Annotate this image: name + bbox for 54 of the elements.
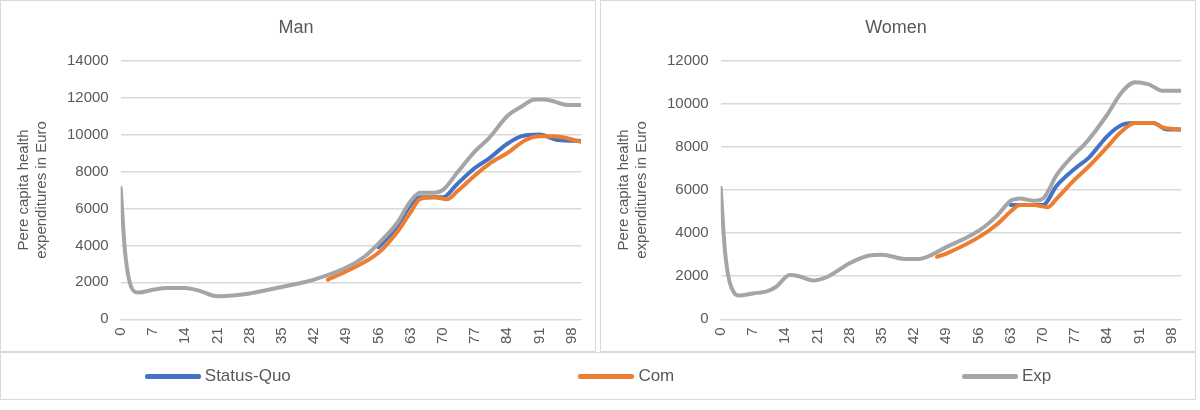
line-series bbox=[720, 80, 1181, 298]
y-tick-label: 12000 bbox=[66, 87, 109, 105]
x-tick-label: 21 bbox=[207, 327, 225, 344]
x-tick-label: 63 bbox=[400, 327, 418, 344]
x-tick-label: 0 bbox=[710, 327, 728, 336]
legend-label: Exp bbox=[1021, 366, 1052, 386]
x-tick-label: 0 bbox=[110, 327, 128, 336]
x-tick-label: 84 bbox=[497, 327, 515, 344]
y-tick-label: 6000 bbox=[75, 198, 109, 216]
x-tick-label: 28 bbox=[239, 327, 257, 344]
y-tick-label: 10000 bbox=[666, 93, 709, 111]
y-tick-label: 8000 bbox=[75, 161, 109, 179]
chart-title: Man bbox=[278, 16, 314, 37]
y-axis-title: Pere capita health expenditures in Euro bbox=[614, 121, 650, 259]
x-tick-label: 70 bbox=[1033, 327, 1051, 344]
x-tick-label: 91 bbox=[529, 327, 547, 344]
x-tick-label: 77 bbox=[465, 327, 483, 344]
x-tick-label: 42 bbox=[304, 327, 322, 344]
x-tick-label: 7 bbox=[143, 327, 161, 336]
x-tick-label: 70 bbox=[433, 327, 451, 344]
y-tick-label: 6000 bbox=[675, 180, 709, 198]
y-tick-label: 14000 bbox=[66, 50, 109, 68]
x-tick-label: 63 bbox=[1000, 327, 1018, 344]
y-tick-label: 4000 bbox=[675, 223, 709, 241]
line-series bbox=[120, 97, 581, 299]
y-tick-label: 2000 bbox=[75, 272, 109, 290]
line-series bbox=[325, 134, 581, 282]
y-tick-label: 12000 bbox=[666, 50, 709, 68]
x-tick-label: 14 bbox=[175, 327, 193, 344]
y-tick-label: 8000 bbox=[675, 136, 709, 154]
x-tick-label: 56 bbox=[968, 327, 986, 344]
x-tick-label: 42 bbox=[904, 327, 922, 344]
y-tick-label: 2000 bbox=[675, 266, 709, 284]
x-tick-label: 21 bbox=[807, 327, 825, 344]
y-axis-title: Pere capita health expenditures in Euro bbox=[14, 121, 50, 259]
legend-label: Status-Quo bbox=[204, 366, 291, 386]
legend-label: Com bbox=[638, 366, 675, 386]
chart-title: Women bbox=[865, 16, 927, 37]
y-tick-label: 4000 bbox=[75, 235, 109, 253]
x-tick-label: 77 bbox=[1065, 327, 1083, 344]
x-tick-label: 98 bbox=[561, 327, 579, 344]
x-tick-label: 35 bbox=[271, 327, 289, 344]
y-tick-label: 10000 bbox=[66, 124, 109, 142]
x-tick-label: 35 bbox=[871, 327, 889, 344]
x-tick-label: 14 bbox=[775, 327, 793, 344]
x-tick-label: 28 bbox=[839, 327, 857, 344]
x-tick-label: 7 bbox=[743, 327, 761, 336]
line-series bbox=[935, 121, 1181, 259]
x-tick-label: 84 bbox=[1097, 327, 1115, 344]
x-tick-label: 91 bbox=[1129, 327, 1147, 344]
x-tick-label: 49 bbox=[336, 327, 354, 344]
x-tick-label: 56 bbox=[368, 327, 386, 344]
x-tick-label: 49 bbox=[936, 327, 954, 344]
x-tick-label: 98 bbox=[1161, 327, 1179, 344]
